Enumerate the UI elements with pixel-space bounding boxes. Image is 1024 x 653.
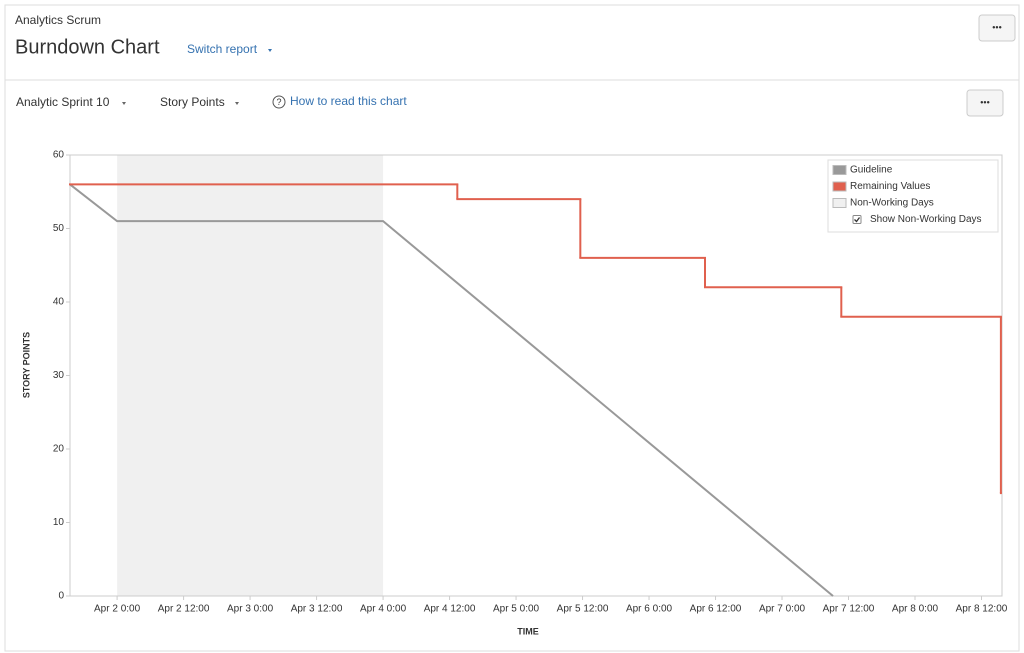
caret: [122, 102, 126, 105]
x-tick-label: Apr 7 0:00: [759, 604, 806, 615]
x-tick-label: Apr 4 0:00: [360, 604, 407, 615]
x-tick-label: Apr 6 0:00: [626, 604, 673, 615]
help-link[interactable]: How to read this chart: [290, 94, 407, 108]
x-tick-label: Apr 3 0:00: [227, 604, 274, 615]
legend-label: Remaining Values: [850, 181, 930, 192]
legend-swatch: [832, 165, 847, 175]
switch-report[interactable]: Switch report: [187, 42, 258, 56]
non-working-band: [117, 155, 384, 596]
x-tick-label: Apr 5 0:00: [493, 604, 540, 615]
x-tick-label: Apr 6 12:00: [690, 604, 742, 615]
x-tick-label: Apr 8 0:00: [892, 604, 939, 615]
y-tick-label: 30: [53, 370, 65, 381]
y-tick-label: 50: [53, 223, 65, 234]
x-axis-label: TIME: [517, 626, 539, 636]
help-icon-glyph: ?: [276, 97, 281, 107]
legend-swatch: [832, 181, 847, 192]
y-tick-label: 60: [53, 150, 65, 161]
x-tick-label: Apr 3 12:00: [291, 604, 343, 615]
y-tick-label: 40: [53, 297, 65, 308]
y-tick-label: 20: [53, 444, 65, 455]
burndown-chart: 0 10 20 30 40 50 60 Apr 2 0:00 Apr 2 12:00 Apr 3 …: [21, 150, 1007, 637]
more-button-label[interactable]: •••: [992, 22, 1001, 32]
x-tick-label: Apr 4 12:00: [424, 604, 476, 615]
x-tick-label: Apr 8 12:00: [956, 604, 1008, 615]
legend-swatch: [832, 198, 847, 208]
help-icon: [272, 95, 286, 109]
y-tick-label: 0: [58, 591, 64, 602]
x-tick-label: Apr 2 0:00: [94, 604, 141, 615]
caret: [268, 49, 272, 52]
legend-option: Show Non-Working Days: [870, 214, 982, 225]
caret: [235, 102, 239, 105]
statistic-select[interactable]: Story Points: [160, 95, 225, 109]
legend-label: Guideline: [850, 165, 893, 176]
more-button-label[interactable]: •••: [980, 97, 989, 107]
legend-checkbox[interactable]: [852, 215, 862, 224]
y-axis-label: STORY POINTS: [21, 332, 31, 398]
legend-label: Non-Working Days: [850, 198, 934, 209]
sprint-select[interactable]: Analytic Sprint 10: [16, 95, 110, 109]
guideline: [69, 183, 834, 597]
y-tick-label: 10: [53, 517, 65, 528]
x-tick-label: Apr 2 12:00: [158, 604, 210, 615]
checkmark: [854, 217, 861, 223]
x-tick-label: Apr 5 12:00: [557, 604, 609, 615]
x-tick-label: Apr 7 12:00: [823, 604, 875, 615]
page-title: Burndown Chart: [15, 36, 160, 58]
more-button[interactable]: [966, 89, 1004, 117]
more-button[interactable]: [978, 14, 1016, 42]
project-name: Analytics Scrum: [15, 13, 101, 27]
